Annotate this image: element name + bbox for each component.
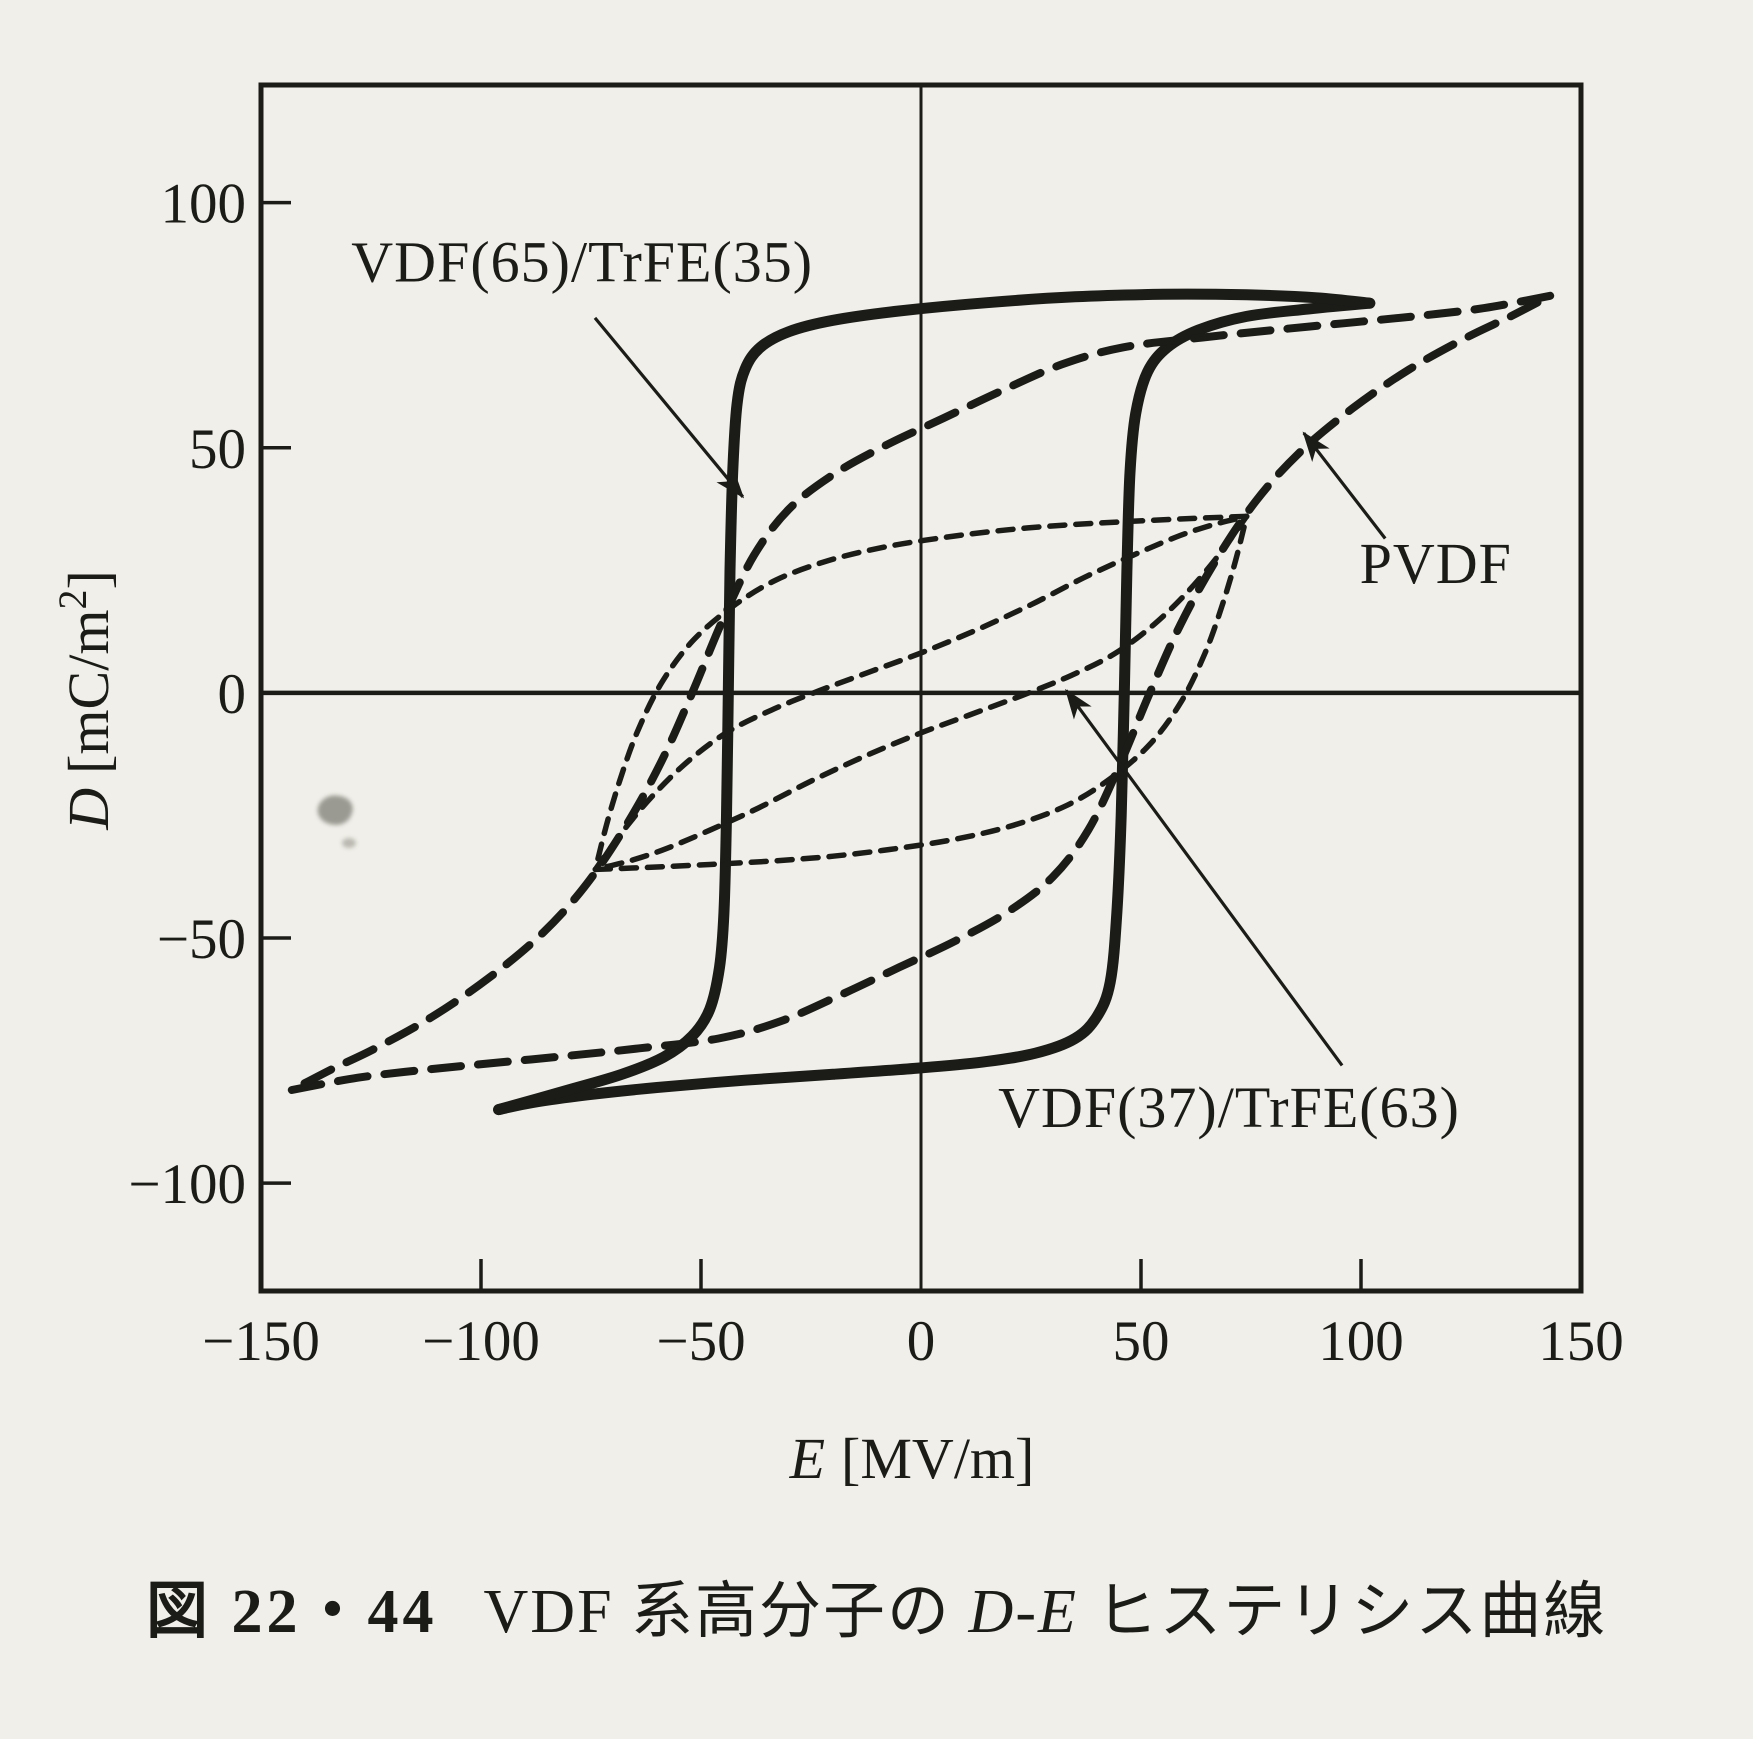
pvdf-label: PVDF — [1360, 531, 1512, 596]
figure-caption-text: VDF 系高分子の D-E ヒステリシス曲線 — [484, 1578, 1608, 1646]
vdf37-label: VDF(37)/TrFE(63) — [998, 1075, 1460, 1140]
x-tick-label: 50 — [1113, 1310, 1170, 1373]
plot-border — [258, 82, 1584, 1294]
y-tick-label: −50 — [157, 908, 246, 971]
vdf65-label: VDF(65)/TrFE(35) — [351, 229, 813, 294]
y-tick-label: 100 — [161, 173, 247, 236]
x-tick-label: 100 — [1318, 1310, 1404, 1373]
caption-segment: ヒステリシス曲線 — [1077, 1578, 1608, 1646]
curve-pvdf — [287, 291, 1555, 1094]
x-tick-label: −100 — [422, 1310, 540, 1373]
x-tick-label: 0 — [907, 1310, 936, 1373]
hysteresis-chart: −150 −100 −50 0 50 100 150 100 50 0 −50 −100 VDF(65)… — [50, 82, 1624, 1491]
curve-vdf-37-trfe-63-inner — [592, 513, 1250, 873]
y-tick-label: 0 — [218, 663, 247, 726]
x-tick-label: −50 — [656, 1310, 745, 1373]
caption-segment: E — [1037, 1578, 1078, 1646]
curve-vdf-37-trfe-63- — [592, 513, 1250, 873]
x-tick-label: −150 — [202, 1310, 320, 1373]
pvdf-label-arrow — [1302, 431, 1387, 540]
y-axis-label: D[mC/m2] — [50, 570, 121, 831]
curve-vdf-65-trfe-35- — [493, 288, 1376, 1116]
y-tick-label: 50 — [189, 418, 246, 481]
caption-segment: VDF 系高分子の — [483, 1578, 969, 1646]
y-tick-label: −100 — [128, 1153, 246, 1216]
x-tick-label: 150 — [1538, 1310, 1624, 1373]
curve-vdf-65-trfe-35- — [493, 297, 1376, 1116]
caption-segment: - — [1015, 1578, 1038, 1646]
vdf37-label-arrow — [1064, 688, 1344, 1067]
vdf65-label-arrow — [593, 316, 745, 499]
scan-smudge — [342, 838, 356, 848]
curve-vdf-37-trfe-63- — [592, 513, 1250, 873]
figure-number: 図 22・44 — [146, 1578, 438, 1646]
caption-segment: D — [968, 1578, 1016, 1646]
x-axis-label: E [MV/m] — [789, 1426, 1035, 1491]
curve-pvdf — [287, 291, 1555, 1094]
figure-caption: 図 22・44 VDF 系高分子の D-E ヒステリシス曲線 — [146, 1560, 1606, 1650]
curve-vdf-37-trfe-63-inner — [592, 513, 1250, 873]
